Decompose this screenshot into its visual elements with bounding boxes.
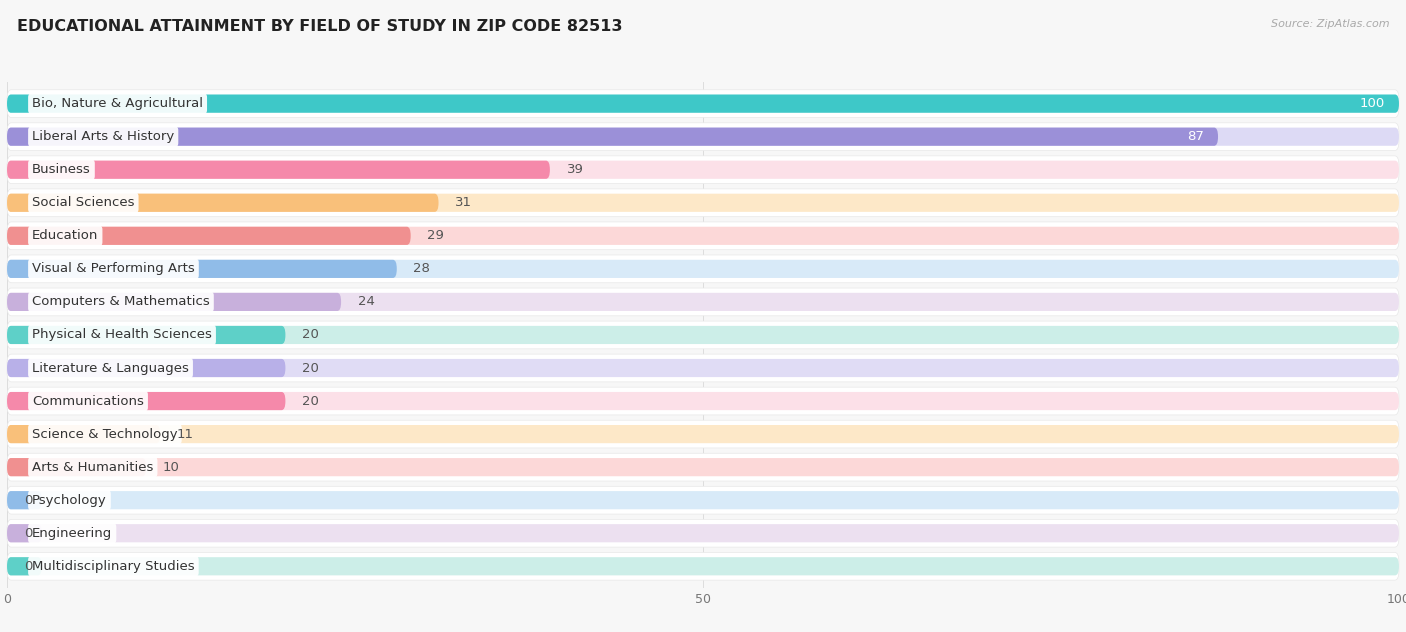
Text: Literature & Languages: Literature & Languages [32, 362, 188, 375]
FancyBboxPatch shape [7, 453, 1399, 481]
Text: Visual & Performing Arts: Visual & Performing Arts [32, 262, 195, 276]
Text: EDUCATIONAL ATTAINMENT BY FIELD OF STUDY IN ZIP CODE 82513: EDUCATIONAL ATTAINMENT BY FIELD OF STUDY… [17, 19, 623, 34]
Text: Computers & Mathematics: Computers & Mathematics [32, 295, 209, 308]
FancyBboxPatch shape [7, 392, 1399, 410]
Text: 11: 11 [177, 428, 194, 441]
Text: 20: 20 [302, 362, 319, 375]
Text: 20: 20 [302, 329, 319, 341]
FancyBboxPatch shape [7, 326, 1399, 344]
FancyBboxPatch shape [7, 193, 1399, 212]
Text: Psychology: Psychology [32, 494, 107, 507]
FancyBboxPatch shape [7, 359, 1399, 377]
FancyBboxPatch shape [7, 420, 1399, 448]
Text: Source: ZipAtlas.com: Source: ZipAtlas.com [1271, 19, 1389, 29]
Text: Social Sciences: Social Sciences [32, 197, 135, 209]
Text: Business: Business [32, 163, 91, 176]
Text: 31: 31 [456, 197, 472, 209]
Text: Engineering: Engineering [32, 526, 112, 540]
FancyBboxPatch shape [7, 359, 285, 377]
Text: Liberal Arts & History: Liberal Arts & History [32, 130, 174, 143]
FancyBboxPatch shape [7, 161, 550, 179]
FancyBboxPatch shape [7, 524, 42, 542]
FancyBboxPatch shape [7, 293, 342, 311]
Text: Multidisciplinary Studies: Multidisciplinary Studies [32, 560, 194, 573]
FancyBboxPatch shape [7, 260, 396, 278]
Text: Bio, Nature & Agricultural: Bio, Nature & Agricultural [32, 97, 202, 110]
FancyBboxPatch shape [7, 458, 146, 477]
FancyBboxPatch shape [7, 491, 42, 509]
FancyBboxPatch shape [7, 128, 1218, 146]
FancyBboxPatch shape [7, 260, 1399, 278]
Text: 0: 0 [24, 560, 32, 573]
FancyBboxPatch shape [7, 95, 1399, 112]
Text: 24: 24 [357, 295, 374, 308]
FancyBboxPatch shape [7, 557, 42, 575]
Text: 100: 100 [1360, 97, 1385, 110]
Text: Science & Technology: Science & Technology [32, 428, 177, 441]
FancyBboxPatch shape [7, 156, 1399, 184]
FancyBboxPatch shape [7, 189, 1399, 217]
FancyBboxPatch shape [7, 227, 411, 245]
FancyBboxPatch shape [7, 425, 160, 443]
Text: 39: 39 [567, 163, 583, 176]
FancyBboxPatch shape [7, 552, 1399, 580]
FancyBboxPatch shape [7, 557, 1399, 575]
FancyBboxPatch shape [7, 193, 439, 212]
FancyBboxPatch shape [7, 128, 1399, 146]
FancyBboxPatch shape [7, 321, 1399, 349]
FancyBboxPatch shape [7, 524, 1399, 542]
FancyBboxPatch shape [7, 425, 1399, 443]
FancyBboxPatch shape [7, 392, 285, 410]
Text: Arts & Humanities: Arts & Humanities [32, 461, 153, 473]
Text: 0: 0 [24, 494, 32, 507]
FancyBboxPatch shape [7, 491, 1399, 509]
FancyBboxPatch shape [7, 520, 1399, 547]
Text: Physical & Health Sciences: Physical & Health Sciences [32, 329, 212, 341]
FancyBboxPatch shape [7, 161, 1399, 179]
FancyBboxPatch shape [7, 255, 1399, 283]
Text: Communications: Communications [32, 394, 143, 408]
FancyBboxPatch shape [7, 227, 1399, 245]
Text: 0: 0 [24, 526, 32, 540]
FancyBboxPatch shape [7, 326, 285, 344]
Text: 20: 20 [302, 394, 319, 408]
FancyBboxPatch shape [7, 90, 1399, 118]
FancyBboxPatch shape [7, 123, 1399, 150]
Text: 29: 29 [427, 229, 444, 242]
Text: 87: 87 [1187, 130, 1204, 143]
Text: 28: 28 [413, 262, 430, 276]
FancyBboxPatch shape [7, 293, 1399, 311]
Text: 10: 10 [163, 461, 180, 473]
FancyBboxPatch shape [7, 486, 1399, 514]
FancyBboxPatch shape [7, 387, 1399, 415]
FancyBboxPatch shape [7, 288, 1399, 316]
FancyBboxPatch shape [7, 222, 1399, 250]
FancyBboxPatch shape [7, 95, 1399, 112]
FancyBboxPatch shape [7, 354, 1399, 382]
FancyBboxPatch shape [7, 458, 1399, 477]
Text: Education: Education [32, 229, 98, 242]
